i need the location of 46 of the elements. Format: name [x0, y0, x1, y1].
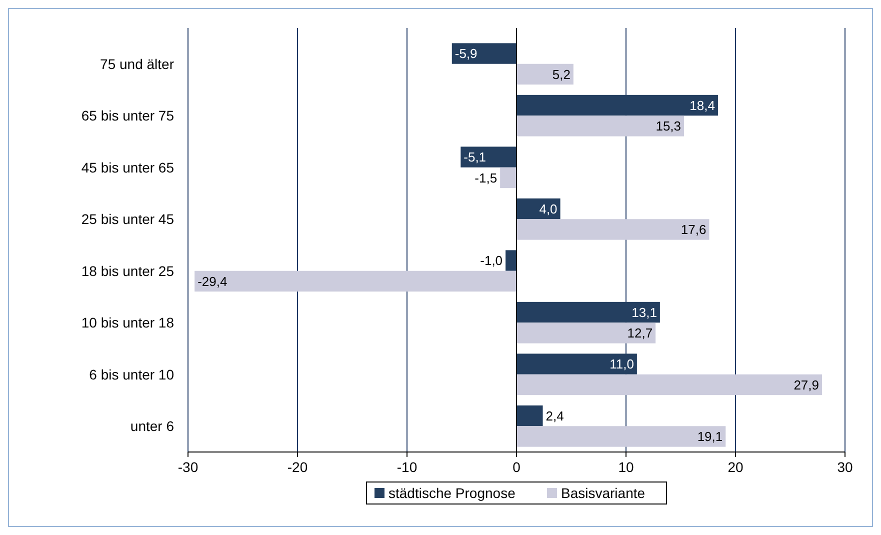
data-label: 13,1 [632, 304, 657, 320]
y-tick-label: 10 bis unter 18 [81, 314, 174, 331]
data-label: 5,2 [552, 66, 570, 82]
bar [194, 270, 516, 292]
bar [516, 322, 656, 344]
data-label: -5,9 [454, 46, 478, 62]
x-tick-label: -20 [287, 459, 308, 475]
data-label: -29,4 [198, 274, 228, 289]
x-tick-label: -10 [396, 459, 418, 475]
data-label: -1,0 [480, 253, 503, 268]
data-label: 4,0 [539, 201, 558, 216]
y-tick-label: 45 bis unter 65 [81, 159, 174, 176]
bar [506, 250, 516, 271]
x-tick-label: -30 [178, 459, 198, 475]
y-tick-label: unter 6 [130, 418, 174, 434]
y-tick-label: 75 und älter [100, 56, 174, 72]
data-label: 19,1 [697, 429, 723, 444]
bar [516, 198, 560, 220]
bar [516, 374, 822, 396]
y-tick-label: 18 bis unter 25 [81, 262, 174, 279]
data-label: -5,1 [464, 150, 486, 165]
data-label: 2,4 [546, 408, 564, 424]
data-label: 27,9 [794, 377, 820, 392]
bar [516, 405, 543, 426]
legend-label: städtische Prognose [388, 484, 516, 501]
bar [452, 43, 516, 64]
bar [516, 64, 574, 85]
y-tick-label: 65 bis unter 75 [81, 108, 174, 124]
x-tick-label: 10 [618, 459, 634, 475]
bar [516, 426, 726, 447]
x-tick-label: 30 [837, 459, 853, 475]
data-label: 17,6 [680, 222, 706, 238]
data-label: 15,3 [656, 118, 682, 134]
bar [460, 146, 516, 168]
x-tick-label: 0 [512, 459, 521, 475]
data-label: 18,4 [690, 98, 715, 113]
data-label: -1,5 [474, 170, 498, 186]
data-label: 11,0 [610, 356, 634, 372]
x-tick-label: 20 [728, 459, 744, 475]
data-label: 12,7 [627, 326, 653, 341]
bar [516, 116, 684, 136]
bar [516, 219, 710, 240]
legend-label: Basisvariante [561, 484, 646, 501]
y-tick-label: 25 bis unter 45 [81, 211, 174, 228]
bar [500, 167, 516, 188]
y-tick-label: 6 bis unter 10 [89, 366, 174, 382]
